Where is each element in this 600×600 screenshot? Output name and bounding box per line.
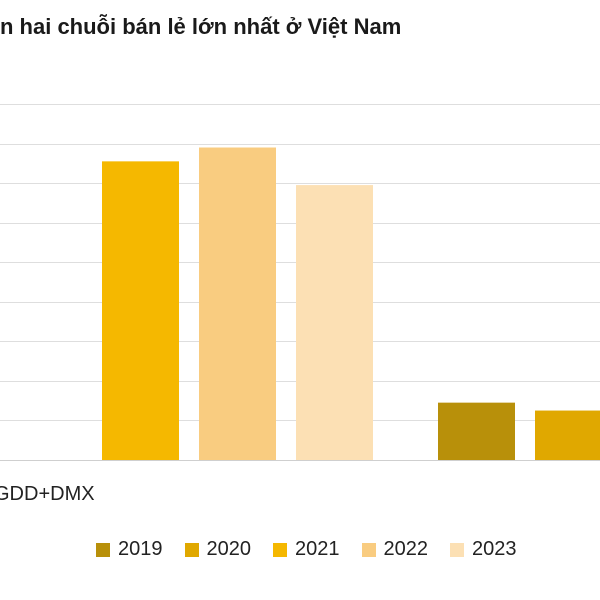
bar-2019-2 [438,402,515,460]
legend-swatch [273,542,287,557]
legend-label: 2020 [206,538,252,560]
legend-label: 2019 [118,538,163,560]
legend-item-2020: 2020 [184,538,252,561]
legend-swatch [361,542,376,557]
legend-swatch [184,542,199,557]
legend-swatch [450,542,464,557]
x-axis-labels: GDD+DMX [0,483,95,505]
legend: 2019 2020 2021 2022 2023 [96,538,517,561]
bar-2020-2 [535,410,600,460]
bar-2022-1 [199,147,276,460]
legend-label: 2021 [295,538,340,560]
legend-label: 2023 [472,538,517,560]
x-tick-label: GDD+DMX [0,483,95,505]
legend-item-2023: 2023 [450,538,517,561]
bar-2023-1 [296,185,373,461]
legend-swatch [96,542,110,557]
bar-2021-1 [102,161,179,460]
legend-item-2021: 2021 [273,538,340,561]
legend-label: 2022 [383,538,429,560]
legend-item-2019: 2019 [96,538,163,561]
bars [102,147,600,461]
chart-title: n hai chuỗi bán lẻ lớn nhất ở Việt Nam [0,14,402,39]
legend-item-2022: 2022 [361,538,429,561]
